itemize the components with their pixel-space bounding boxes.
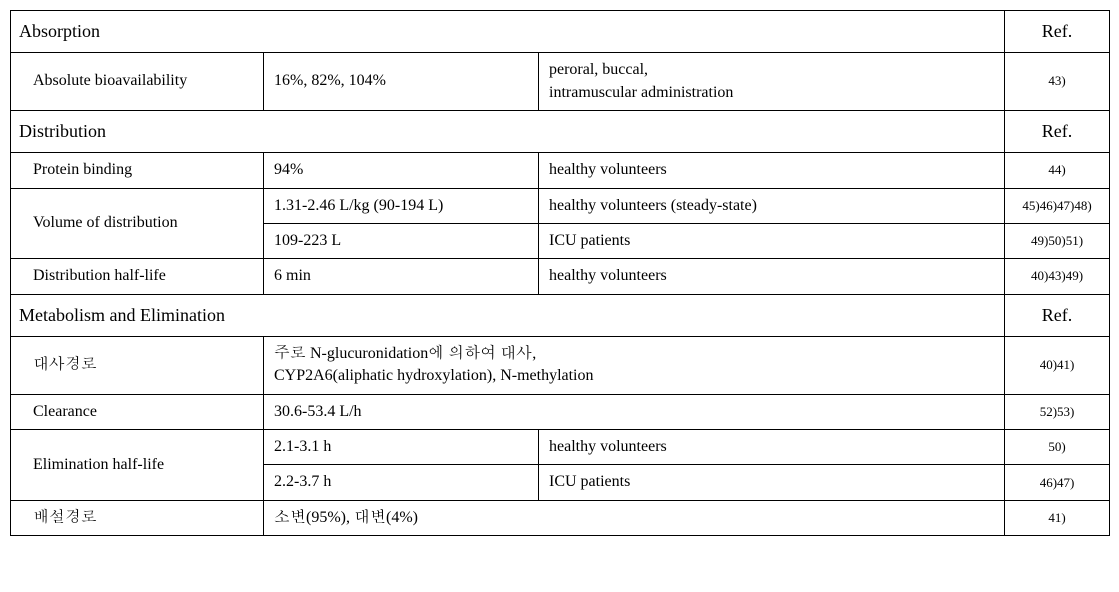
cond-cell: healthy volunteers [539, 259, 1005, 294]
ref-cell: 46)47) [1005, 465, 1110, 500]
ref-header: Ref. [1005, 110, 1110, 152]
pk-table: Absorption Ref. Absolute bioavailability… [10, 10, 1110, 536]
ref-header: Ref. [1005, 294, 1110, 336]
param-cell: Elimination half-life [11, 430, 264, 501]
section-header-distribution: Distribution Ref. [11, 110, 1110, 152]
section-header-absorption: Absorption Ref. [11, 11, 1110, 53]
param-cell: Distribution half-life [11, 259, 264, 294]
value-cell: 1.31-2.46 L/kg (90-194 L) [264, 188, 539, 223]
value-cell: 2.2-3.7 h [264, 465, 539, 500]
param-cell: 대사경로 [11, 336, 264, 394]
value-cell: 소변(95%), 대변(4%) [264, 500, 1005, 535]
table-row: Absolute bioavailability 16%, 82%, 104% … [11, 53, 1110, 111]
section-title-metabolism: Metabolism and Elimination [11, 294, 1005, 336]
cond-cell: healthy volunteers [539, 153, 1005, 188]
cond-cell: ICU patients [539, 223, 1005, 258]
cond-cell: peroral, buccal,intramuscular administra… [539, 53, 1005, 111]
ref-cell: 44) [1005, 153, 1110, 188]
cond-cell: healthy volunteers (steady-state) [539, 188, 1005, 223]
ref-cell: 45)46)47)48) [1005, 188, 1110, 223]
value-cell: 6 min [264, 259, 539, 294]
param-cell: Clearance [11, 394, 264, 429]
value-cell: 2.1-3.1 h [264, 430, 539, 465]
value-cell: 16%, 82%, 104% [264, 53, 539, 111]
ref-cell: 49)50)51) [1005, 223, 1110, 258]
ref-cell: 41) [1005, 500, 1110, 535]
param-cell: Volume of distribution [11, 188, 264, 259]
cond-cell: ICU patients [539, 465, 1005, 500]
section-title-absorption: Absorption [11, 11, 1005, 53]
ref-cell: 52)53) [1005, 394, 1110, 429]
table-row: Protein binding 94% healthy volunteers 4… [11, 153, 1110, 188]
ref-header: Ref. [1005, 11, 1110, 53]
ref-cell: 40)43)49) [1005, 259, 1110, 294]
section-header-metabolism: Metabolism and Elimination Ref. [11, 294, 1110, 336]
table-row: Elimination half-life 2.1-3.1 h healthy … [11, 430, 1110, 465]
ref-cell: 40)41) [1005, 336, 1110, 394]
table-row: 대사경로 주로 N-glucuronidation에 의하여 대사,CYP2A6… [11, 336, 1110, 394]
table-row: Clearance 30.6-53.4 L/h 52)53) [11, 394, 1110, 429]
param-cell: Absolute bioavailability [11, 53, 264, 111]
cond-cell: healthy volunteers [539, 430, 1005, 465]
table-body: Absorption Ref. Absolute bioavailability… [11, 11, 1110, 536]
section-title-distribution: Distribution [11, 110, 1005, 152]
param-cell: 배설경로 [11, 500, 264, 535]
value-cell: 94% [264, 153, 539, 188]
ref-cell: 43) [1005, 53, 1110, 111]
value-cell: 109-223 L [264, 223, 539, 258]
value-cell: 30.6-53.4 L/h [264, 394, 1005, 429]
ref-cell: 50) [1005, 430, 1110, 465]
param-cell: Protein binding [11, 153, 264, 188]
value-cell: 주로 N-glucuronidation에 의하여 대사,CYP2A6(alip… [264, 336, 1005, 394]
table-row: Volume of distribution 1.31-2.46 L/kg (9… [11, 188, 1110, 223]
table-row: 배설경로 소변(95%), 대변(4%) 41) [11, 500, 1110, 535]
table-row: Distribution half-life 6 min healthy vol… [11, 259, 1110, 294]
